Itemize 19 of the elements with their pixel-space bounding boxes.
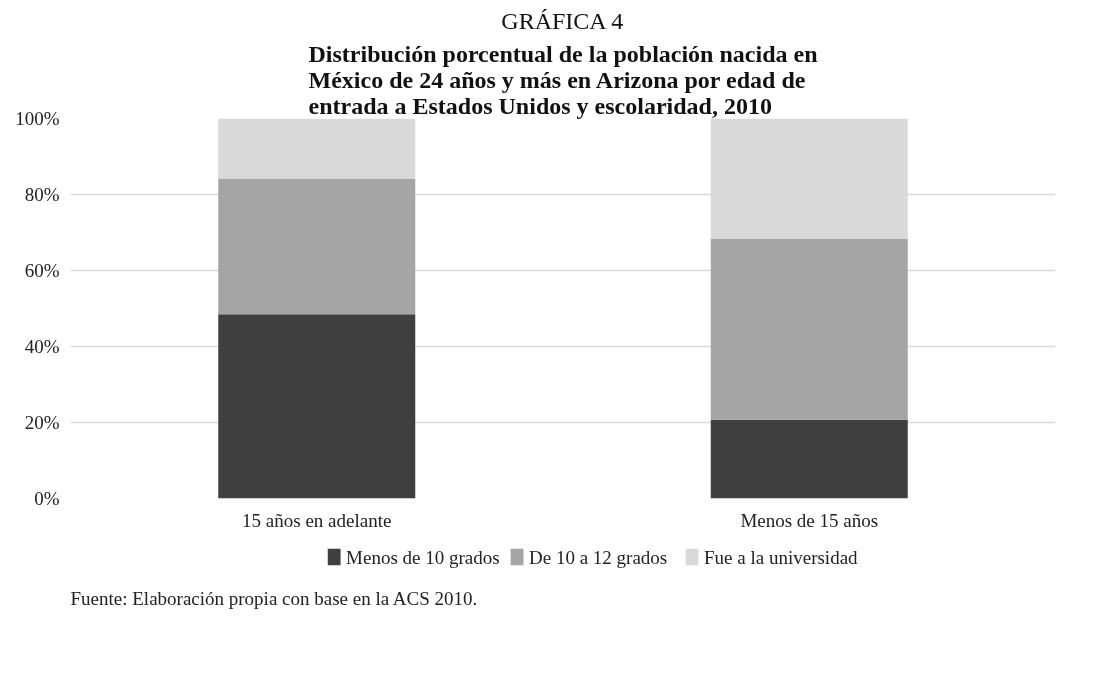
y-tick-label: 60%: [24, 260, 60, 281]
bar: [218, 118, 416, 179]
y-tick-label: 40%: [24, 336, 60, 357]
chart-subtitle: Distribución porcentual de la población nacida en México de 24 años y más en Arizona por edad de entrada a Estados Unidos y escolaridad, 2010: [308, 40, 818, 119]
x-tick-label: 15 años en adelante: [242, 509, 392, 531]
legend-label: Fue a la universidad: [704, 546, 859, 568]
y-tick-label: 80%: [24, 184, 60, 205]
bar: [710, 238, 908, 420]
source-note: Fuente: Elaboración propia con base en la ACS 2010.: [70, 587, 478, 609]
bar: [218, 178, 416, 315]
y-tick-label: 20%: [24, 412, 60, 433]
bar: [710, 419, 908, 499]
y-tick-label: 0%: [34, 488, 60, 509]
x-tick-label: Menos de 15 años: [740, 509, 879, 531]
y-tick-label: 100%: [15, 108, 60, 129]
chart-title: GRÁFICA 4: [501, 7, 624, 34]
legend-label: De 10 a 12 grados: [528, 546, 668, 568]
bar: [218, 314, 416, 499]
legend-label: Menos de 10 grados: [346, 546, 500, 568]
